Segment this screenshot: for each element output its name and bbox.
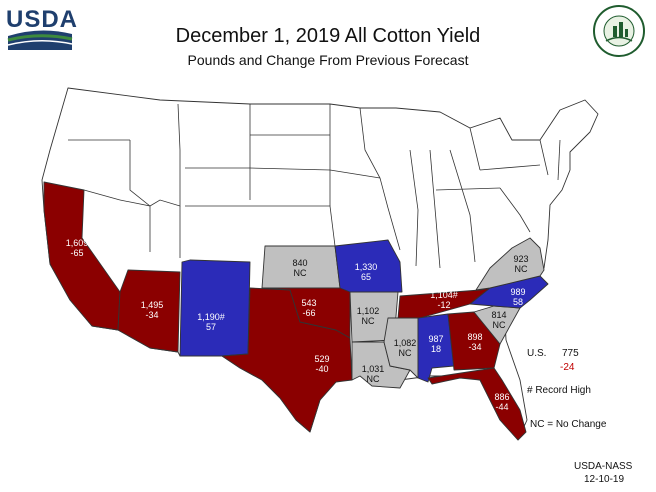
state-change-california: -65	[70, 248, 83, 258]
state-georgia	[447, 311, 501, 371]
state-change-arizona: -34	[145, 310, 158, 320]
state-labels: 1,609-651,495-34 1,190#57529-40543-66840N…	[66, 238, 529, 412]
map-title: December 1, 2019 All Cotton Yield	[175, 25, 481, 47]
state-change-virginia: NC	[515, 264, 528, 274]
state-change-south-carolina: NC	[493, 320, 506, 330]
state-change-louisiana: NC	[367, 374, 380, 384]
state-yield-south-carolina: 814	[491, 310, 506, 320]
state-new-mexico	[179, 259, 251, 357]
us-total-value: 775	[562, 348, 579, 359]
no-change-note: NC = No Change	[530, 419, 607, 430]
state-yield-kansas: 840	[292, 258, 307, 268]
state-borders	[68, 103, 561, 269]
agriculture-counts-seal	[592, 4, 646, 58]
state-yield-north-carolina: 989	[510, 287, 525, 297]
state-change-new-mexico: 57	[206, 322, 216, 332]
state-change-missouri: 65	[361, 272, 371, 282]
state-change-kansas: NC	[294, 268, 307, 278]
state-change-texas: -40	[315, 364, 328, 374]
state-yield-arkansas: 1,102	[357, 306, 380, 316]
usda-logo-graphic	[7, 30, 73, 50]
usda-logo-text: USDA	[6, 6, 79, 33]
footer-date: 12-10-19	[584, 474, 625, 485]
state-florida	[427, 367, 527, 441]
state-change-oklahoma: -66	[302, 308, 315, 318]
state-yield-california: 1,609	[66, 238, 89, 248]
state-missouri	[334, 239, 403, 293]
us-total-change: -24	[560, 362, 575, 373]
state-change-north-carolina: 58	[513, 297, 523, 307]
us-total-label: U.S.	[527, 348, 547, 359]
state-yield-tennessee: 1,104#	[430, 290, 458, 300]
state-change-georgia: -34	[468, 342, 481, 352]
state-california	[43, 181, 121, 331]
state-yield-alabama: 987	[428, 334, 443, 344]
state-yield-missouri: 1,330	[355, 262, 378, 272]
state-virginia	[475, 237, 545, 291]
state-change-arkansas: NC	[362, 316, 375, 326]
state-change-florida: -44	[495, 402, 508, 412]
state-yield-texas: 529	[314, 354, 329, 364]
state-yield-georgia: 898	[467, 332, 482, 342]
state-arizona	[117, 269, 181, 353]
state-change-alabama: 18	[431, 344, 441, 354]
state-yield-louisiana: 1,031	[362, 364, 385, 374]
record-high-note: # Record High	[527, 385, 591, 396]
usda-logo: USDA	[6, 6, 77, 52]
map-subtitle: Pounds and Change From Previous Forecast	[187, 52, 469, 68]
state-change-mississippi: NC	[399, 348, 412, 358]
footer-source: USDA-NASS	[574, 461, 633, 472]
state-yield-arizona: 1,495	[141, 300, 164, 310]
state-shapes	[43, 181, 549, 441]
state-yield-oklahoma: 543	[301, 298, 316, 308]
state-yield-virginia: 923	[513, 254, 528, 264]
state-yield-mississippi: 1,082	[394, 338, 417, 348]
state-yield-new-mexico: 1,190#	[197, 312, 225, 322]
state-change-tennessee: -12	[437, 300, 450, 310]
state-yield-florida: 886	[494, 392, 509, 402]
